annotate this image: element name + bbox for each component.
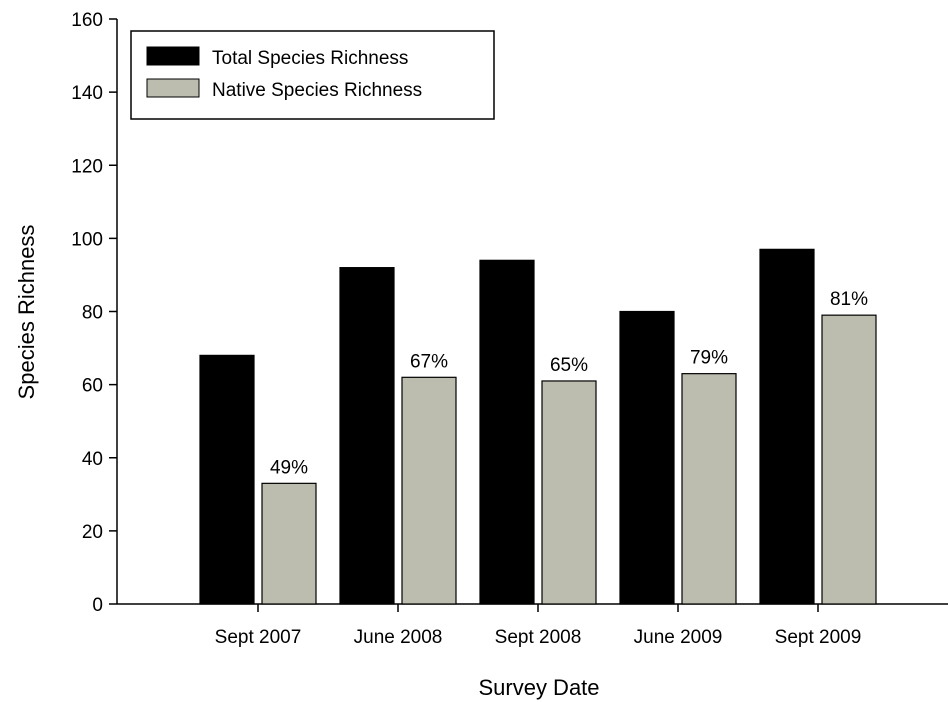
bar-total <box>339 267 395 605</box>
y-tick-label: 20 <box>82 522 103 543</box>
bar-native <box>401 376 457 605</box>
legend-label-native: Native Species Richness <box>212 80 422 101</box>
bars <box>199 248 877 605</box>
legend-label-total: Total Species Richness <box>212 48 408 69</box>
bar-data-label: 65% <box>550 355 588 376</box>
x-tick-label: June 2008 <box>354 627 443 648</box>
bar-native <box>261 482 317 605</box>
y-tick-label: 60 <box>82 376 103 397</box>
bar-native <box>681 373 737 605</box>
y-axis-title: Species Richness <box>14 225 39 400</box>
legend-swatch-native <box>146 78 200 98</box>
bar-total <box>619 310 675 605</box>
bar-native <box>541 380 597 605</box>
bar-total <box>759 248 815 605</box>
bar-data-label: 67% <box>410 351 448 372</box>
bar-native <box>821 314 877 605</box>
y-tick-label: 140 <box>71 83 103 104</box>
legend: Total Species Richness Native Species Ri… <box>130 30 495 120</box>
x-tick-label: Sept 2007 <box>215 627 302 648</box>
bar-data-label: 49% <box>270 457 308 478</box>
bar-total <box>479 259 535 605</box>
y-tick-label: 160 <box>71 10 103 31</box>
x-axis: Sept 2007 June 2008 Sept 2008 June 2009 Sept… <box>117 603 948 648</box>
bar-total <box>199 354 255 605</box>
y-tick-label: 80 <box>82 303 103 324</box>
y-tick-label: 120 <box>71 156 103 177</box>
bar-data-label: 81% <box>830 289 868 310</box>
y-tick-label: 40 <box>82 449 103 470</box>
x-tick-label: Sept 2008 <box>495 627 582 648</box>
bar-data-label: 79% <box>690 348 728 369</box>
legend-box <box>130 30 495 120</box>
y-tick-label: 100 <box>71 229 103 250</box>
y-axis: 0 20 40 60 80 100 120 140 160 <box>71 10 118 616</box>
x-tick-label: Sept 2009 <box>775 627 862 648</box>
x-axis-title: Survey Date <box>478 675 599 700</box>
x-tick-label: June 2009 <box>634 627 723 648</box>
bar-labels: 49% 67% 65% 79% 81% <box>270 289 868 478</box>
y-tick-label: 0 <box>92 595 103 616</box>
legend-swatch-total <box>146 46 200 66</box>
